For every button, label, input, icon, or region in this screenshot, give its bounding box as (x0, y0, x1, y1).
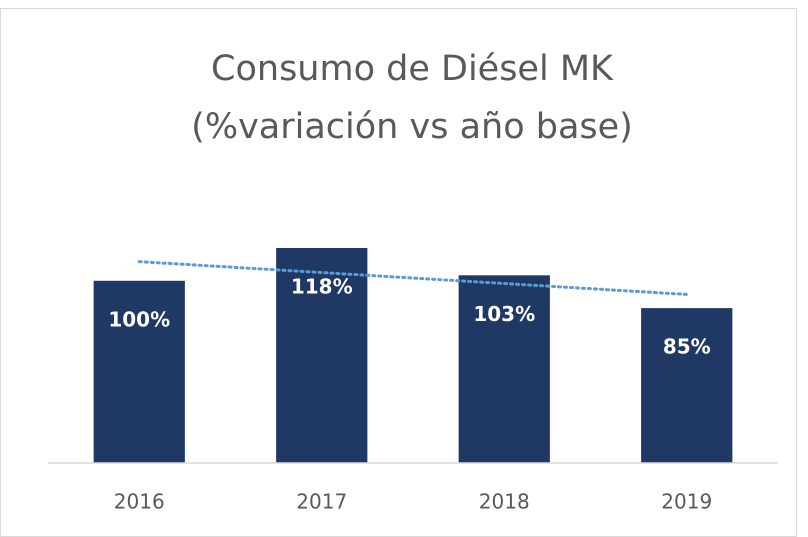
x-tick-label: 2019 (661, 490, 712, 514)
bar (458, 275, 550, 463)
chart-title: Consumo de Diésel MK (211, 49, 614, 89)
chart-title: (%variación vs año base) (191, 107, 633, 147)
bar (276, 247, 368, 463)
bar (641, 308, 733, 463)
x-tick-label: 2018 (479, 490, 530, 514)
x-tick-label: 2016 (114, 490, 165, 514)
x-tick-label: 2017 (296, 490, 347, 514)
data-label: 103% (473, 302, 535, 326)
data-label: 85% (663, 335, 711, 359)
data-label: 118% (291, 274, 353, 298)
data-label: 100% (108, 307, 170, 331)
trend-line (137, 260, 689, 296)
bar (93, 280, 185, 463)
